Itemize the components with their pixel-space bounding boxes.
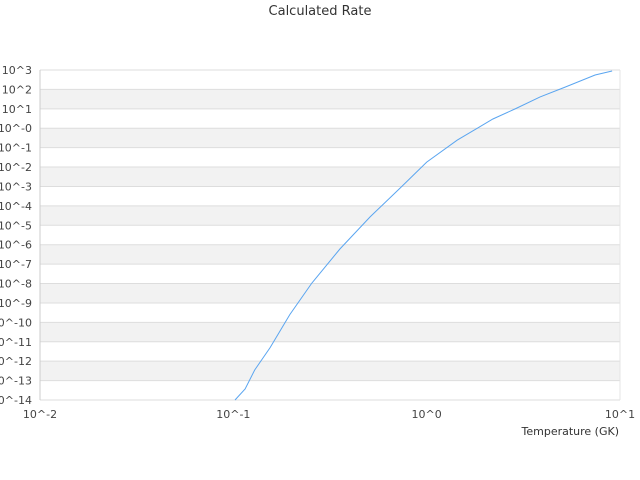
grid-band — [40, 302, 620, 323]
grid-band — [40, 225, 620, 245]
y-tick-label: 10^-4 — [0, 200, 32, 213]
grid-band — [40, 380, 620, 400]
x-tick-label: 10^1 — [605, 408, 635, 421]
grid-band — [40, 341, 620, 362]
y-tick-label: 10^-10 — [0, 316, 32, 329]
y-tick-label: 10^1 — [2, 103, 32, 116]
grid-band — [40, 108, 620, 129]
y-tick-label: 10^3 — [2, 64, 32, 77]
y-tick-label: 10^-2 — [0, 161, 32, 174]
grid-band — [40, 322, 620, 342]
grid-band — [40, 205, 620, 226]
grid-band — [40, 186, 620, 206]
y-tick-label: 10^-5 — [0, 219, 32, 232]
y-tick-label: 10^2 — [2, 83, 32, 96]
y-axis-ticks: 10^3 10^2 10^1 10^-0 10^-1 10^-2 10^-3 10^-4 10^… — [0, 64, 32, 407]
y-tick-label: 10^-12 — [0, 355, 32, 368]
x-tick-label: 10^0 — [412, 408, 442, 421]
series-group — [234, 70, 613, 401]
grid-band — [40, 89, 620, 109]
y-tick-label: 10^-3 — [0, 180, 32, 193]
x-tick-label: 10^-1 — [216, 408, 250, 421]
y-tick-label: 10^-1 — [0, 142, 32, 155]
x-axis-ticks: 10^-2 10^-1 10^0 10^1 — [23, 408, 635, 421]
y-tick-label: 10^-7 — [0, 258, 32, 271]
y-tick-label: 10^-14 — [0, 394, 32, 407]
grid-band — [40, 361, 620, 381]
chart-title: Calculated Rate — [268, 4, 372, 19]
grid-band — [40, 283, 620, 303]
grid-band — [40, 264, 620, 284]
grid-band — [40, 70, 620, 90]
y-tick-label: 10^-8 — [0, 278, 32, 291]
x-tick-label: 10^-2 — [23, 408, 57, 421]
y-tick-label: 10^-6 — [0, 239, 32, 252]
y-tick-label: 10^-0 — [0, 122, 32, 135]
grid-band — [40, 244, 620, 265]
y-tick-label: 10^-9 — [0, 297, 32, 310]
grid-band — [40, 147, 620, 168]
y-tick-label: 10^-13 — [0, 375, 32, 388]
grid-band — [40, 167, 620, 187]
y-tick-label: 10^-11 — [0, 336, 32, 349]
grid-band — [40, 128, 620, 148]
x-axis-label: Temperature (GK) — [521, 425, 620, 438]
grid-bands — [39, 69, 621, 401]
